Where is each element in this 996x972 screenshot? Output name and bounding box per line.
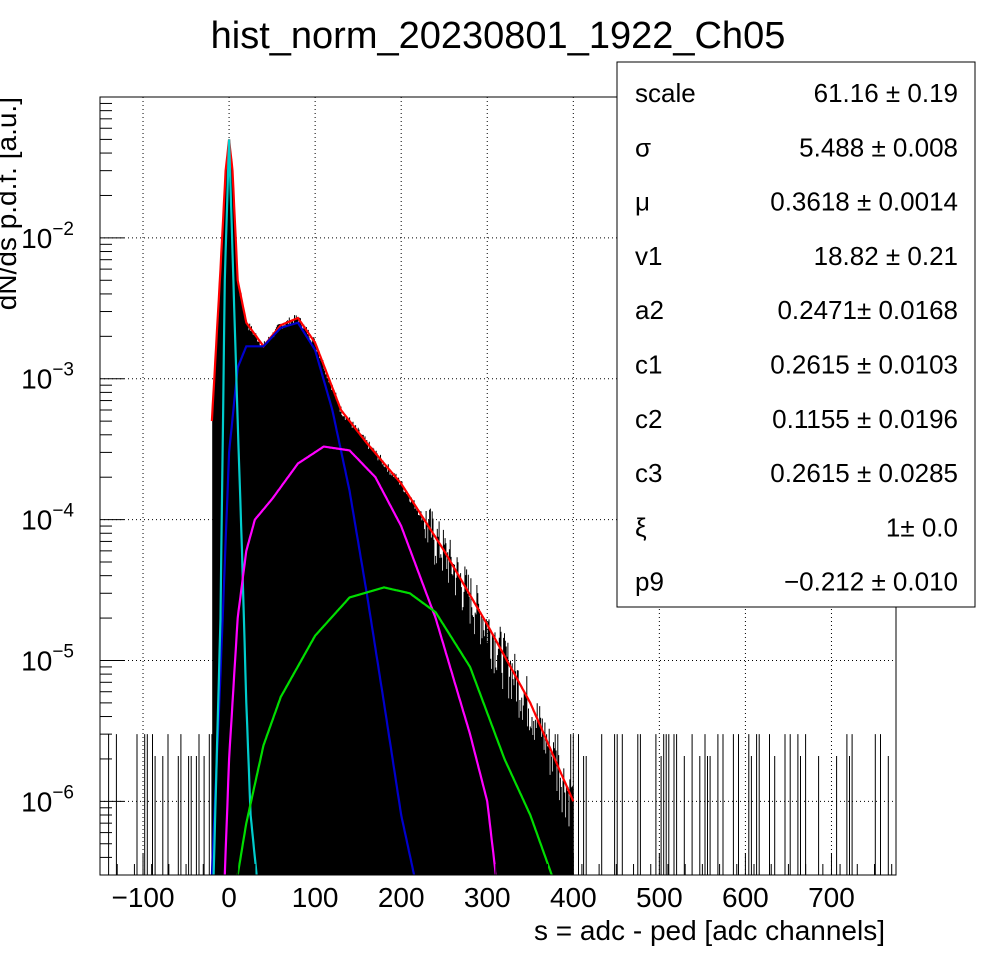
y-tick-label: 10−5 xyxy=(21,641,74,676)
fit-curves xyxy=(210,139,575,875)
stats-param-value: 18.82 ± 0.21 xyxy=(814,241,958,271)
stats-param-value: 61.16 ± 0.19 xyxy=(814,78,958,108)
fit-curve xyxy=(212,139,258,875)
stats-param-value: −0.212 ± 0.010 xyxy=(784,567,958,597)
x-tick-label: −100 xyxy=(111,882,174,913)
stats-param-value: 0.2615 ± 0.0285 xyxy=(770,458,958,488)
stats-box: scale 61.16 ± 0.19 σ 5.488 ± 0.008 μ 0.3618 ±… xyxy=(616,61,976,608)
chart-title: hist_norm_20230801_1922_Ch05 xyxy=(211,15,786,57)
stats-param-value: 5.488 ± 0.008 xyxy=(799,132,958,162)
stats-param-name: c1 xyxy=(635,350,662,380)
data-histogram xyxy=(108,139,889,875)
x-tick-label: 600 xyxy=(722,882,769,913)
stats-param-value: 0.1155 ± 0.0196 xyxy=(772,404,958,434)
fit-curve xyxy=(210,321,416,875)
fit-curve xyxy=(223,445,497,875)
stats-param-name: p9 xyxy=(635,567,664,597)
stats-param-value: 0.3618 ± 0.0014 xyxy=(770,187,958,217)
stats-param-name: c3 xyxy=(635,458,662,488)
stats-param-value: 0.2471± 0.0168 xyxy=(777,295,958,325)
stats-param-name: scale xyxy=(635,78,696,108)
x-tick-label: 700 xyxy=(808,882,855,913)
stats-param-name: σ xyxy=(635,132,651,162)
x-axis: −100 0 100 200 300 400 500 600 700 xyxy=(99,853,893,913)
x-tick-label: 200 xyxy=(378,882,425,913)
x-tick-label: 500 xyxy=(636,882,683,913)
stats-param-name: μ xyxy=(635,187,650,217)
x-tick-label: 0 xyxy=(221,882,237,913)
stats-param-name: ξ xyxy=(635,512,647,542)
stats-param-value: 1± 0.0 xyxy=(886,512,958,542)
histogram-bins xyxy=(108,139,889,875)
x-tick-label: 400 xyxy=(550,882,597,913)
stats-param-value: 0.2615 ± 0.0103 xyxy=(770,350,958,380)
stats-param-name: a2 xyxy=(635,295,664,325)
x-axis-label: s = adc - ped [adc channels] xyxy=(534,915,885,946)
y-tick-label: 10−3 xyxy=(21,360,74,395)
y-axis: 10−6 10−5 10−4 10−3 10−2 xyxy=(21,102,124,876)
y-tick-label: 10−4 xyxy=(21,501,74,536)
fit-curve xyxy=(236,586,553,875)
x-tick-label: 100 xyxy=(292,882,339,913)
y-tick-label: 10−6 xyxy=(21,782,74,817)
y-tick-label: 10−2 xyxy=(21,219,74,254)
y-axis-label: dN/ds p.d.f. [a.u.] xyxy=(0,97,22,310)
stats-param-name: c2 xyxy=(635,404,662,434)
stats-param-name: v1 xyxy=(635,241,662,271)
x-tick-label: 300 xyxy=(464,882,511,913)
